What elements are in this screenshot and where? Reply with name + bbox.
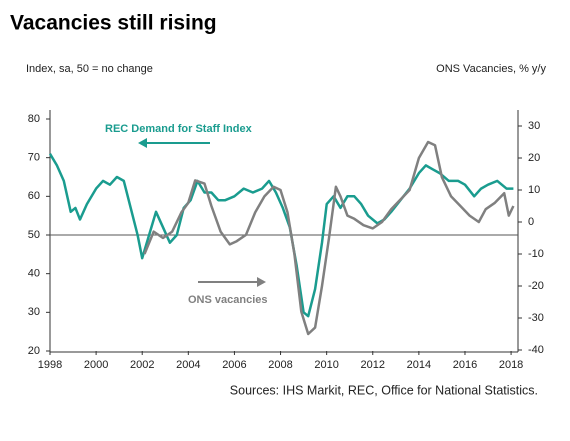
arrowhead <box>257 277 266 287</box>
series-annotation: REC Demand for Staff Index <box>105 123 253 135</box>
x-tick-label: 2008 <box>268 359 292 371</box>
source-note: Sources: IHS Markit, REC, Office for Nat… <box>230 383 538 397</box>
y2-tick-label: 20 <box>528 152 540 164</box>
x-tick-label: 2014 <box>407 359 431 371</box>
y2-tick-label: -30 <box>528 312 544 324</box>
y-axis-label: Index, sa, 50 = no change <box>26 63 153 75</box>
y-tick-label: 30 <box>28 306 40 318</box>
series-annotation: ONS vacancies <box>188 294 268 306</box>
y2-tick-label: -40 <box>528 344 544 356</box>
y-tick-label: 40 <box>28 268 40 280</box>
x-tick-label: 2006 <box>222 359 246 371</box>
y-tick-label: 50 <box>28 229 40 241</box>
x-tick-label: 2012 <box>361 359 385 371</box>
x-tick-label: 2016 <box>453 359 477 371</box>
x-tick-label: 2000 <box>84 359 108 371</box>
chart-title: Vacancies still rising <box>10 12 217 35</box>
arrowhead <box>138 138 147 148</box>
y2-tick-label: -20 <box>528 280 544 292</box>
x-tick-label: 2010 <box>314 359 338 371</box>
x-tick-label: 2018 <box>499 359 523 371</box>
y2-tick-label: 30 <box>528 120 540 132</box>
series-line <box>48 153 514 318</box>
x-tick-label: 2002 <box>130 359 154 371</box>
y2-tick-label: -10 <box>528 248 544 260</box>
y2-tick-label: 0 <box>528 216 534 228</box>
y2-axis-label: ONS Vacancies, % y/y <box>436 63 546 75</box>
y-tick-label: 80 <box>28 113 40 125</box>
y2-tick-label: 10 <box>528 184 540 196</box>
x-tick-label: 2004 <box>176 359 200 371</box>
y-tick-label: 20 <box>28 345 40 357</box>
y-tick-label: 70 <box>28 152 40 164</box>
y-tick-label: 60 <box>28 190 40 202</box>
series-line <box>143 140 515 336</box>
x-tick-label: 1998 <box>38 359 62 371</box>
